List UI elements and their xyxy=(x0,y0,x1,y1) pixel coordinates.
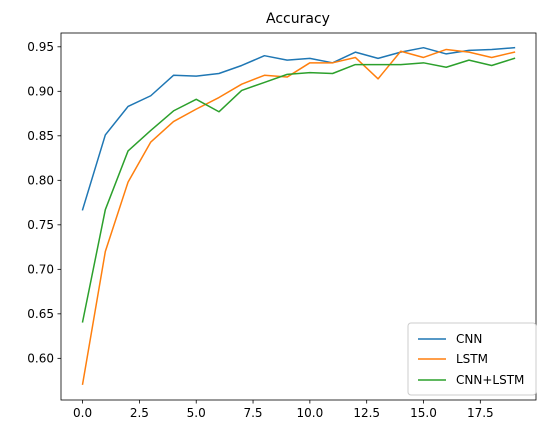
x-axis-ticks: 0.0 2.5 5.0 7.5 10.0 12.5 15.0 17.5 xyxy=(73,400,494,420)
x-tick-label: 2.5 xyxy=(130,406,149,420)
legend-label-cnn: CNN xyxy=(456,332,482,346)
series-line-cnn-lstm xyxy=(81,57,516,323)
y-tick-label: 0.80 xyxy=(27,173,54,187)
y-tick-label: 0.65 xyxy=(27,307,54,321)
y-tick-label: 0.70 xyxy=(27,262,54,276)
x-tick-label: 10.0 xyxy=(297,406,324,420)
y-tick-label: 0.60 xyxy=(27,351,54,365)
legend-label-lstm: LSTM xyxy=(456,352,488,366)
x-tick-label: 0.0 xyxy=(73,406,92,420)
y-axis-ticks: 0.60 0.65 0.70 0.75 0.80 0.85 0.90 0.95 xyxy=(27,40,61,365)
chart-title: Accuracy xyxy=(266,11,330,27)
x-tick-label: 12.5 xyxy=(353,406,380,420)
x-tick-label: 5.0 xyxy=(187,406,206,420)
x-tick-label: 7.5 xyxy=(243,406,262,420)
legend-label-cnn-lstm: CNN+LSTM xyxy=(456,373,524,387)
x-tick-label: 17.5 xyxy=(467,406,494,420)
y-tick-label: 0.75 xyxy=(27,218,54,232)
y-tick-label: 0.85 xyxy=(27,129,54,143)
series-lines xyxy=(81,46,516,386)
series-line-cnn xyxy=(81,46,516,211)
y-tick-label: 0.95 xyxy=(27,40,54,54)
y-tick-label: 0.90 xyxy=(27,84,54,98)
axes-frame xyxy=(60,32,537,401)
series-line-lstm xyxy=(81,48,516,386)
legend-box xyxy=(407,322,537,396)
legend: CNN LSTM CNN+LSTM xyxy=(407,322,537,396)
x-tick-label: 15.0 xyxy=(410,406,437,420)
